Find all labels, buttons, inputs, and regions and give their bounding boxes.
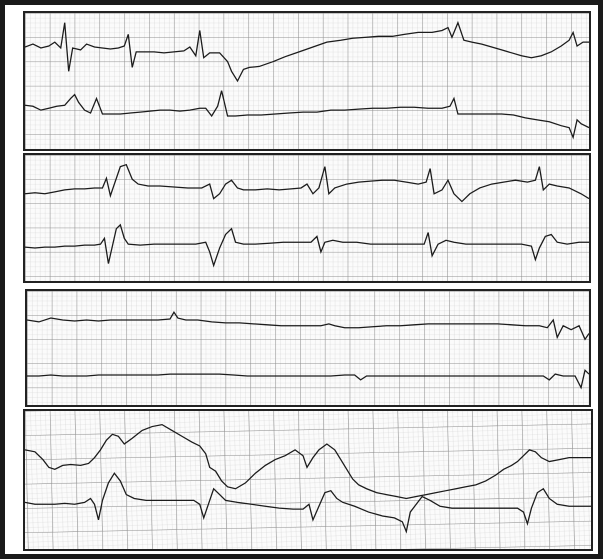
ecg-trace-lower bbox=[25, 472, 591, 534]
ecg-strip-4-svg bbox=[25, 411, 591, 549]
grid-background bbox=[27, 291, 589, 405]
ecg-trace-upper bbox=[25, 20, 589, 83]
ecg-trace-lower bbox=[25, 90, 589, 140]
ecg-strip-4 bbox=[23, 409, 593, 551]
ecg-strip-3 bbox=[25, 289, 591, 407]
grid-background bbox=[25, 155, 589, 281]
ecg-strip-1 bbox=[23, 11, 591, 151]
ecg-strip-2-svg bbox=[25, 155, 589, 281]
ecg-strip-3-svg bbox=[27, 291, 589, 405]
figure-canvas bbox=[5, 5, 598, 554]
ecg-trace-upper bbox=[25, 423, 591, 500]
ecg-trace-lower bbox=[27, 368, 589, 390]
ecg-trace-upper bbox=[27, 311, 589, 341]
grid-background bbox=[25, 13, 589, 149]
ecg-strip-2 bbox=[23, 153, 591, 283]
ecg-trace-upper bbox=[25, 163, 589, 203]
ecg-trace-lower bbox=[25, 223, 589, 268]
ecg-strip-1-svg bbox=[25, 13, 589, 149]
